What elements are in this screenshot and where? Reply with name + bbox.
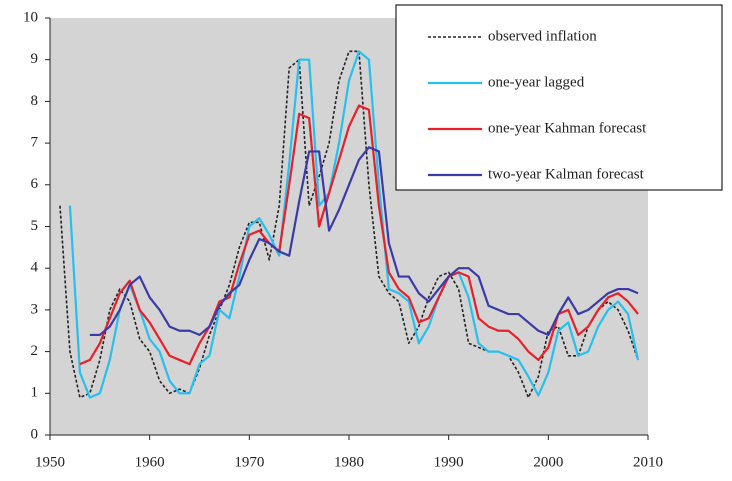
legend-label: two-year Kalman forecast — [488, 166, 645, 182]
y-tick-label: 9 — [31, 51, 39, 67]
legend-label: observed inflation — [488, 28, 597, 44]
y-tick-label: 2 — [31, 343, 39, 359]
series-line — [79, 104, 639, 366]
legend-box — [395, 4, 723, 191]
x-tick-label: 1960 — [135, 454, 165, 470]
x-tick-label: 2000 — [533, 454, 563, 470]
y-tick-label: 0 — [31, 426, 39, 442]
x-tick-label: 1990 — [434, 454, 464, 470]
x-tick-label: 2010 — [633, 454, 663, 470]
y-tick-label: 5 — [31, 218, 39, 234]
legend-label: one-year lagged — [488, 74, 585, 90]
series-line — [89, 146, 639, 337]
y-tick-label: 4 — [31, 260, 39, 276]
series-line — [68, 50, 640, 399]
series-line — [59, 50, 639, 399]
y-tick-label: 1 — [31, 385, 39, 401]
y-tick-label: 8 — [31, 93, 39, 109]
y-tick-label: 3 — [31, 301, 39, 317]
x-tick-label: 1970 — [234, 454, 264, 470]
x-tick-label: 1950 — [35, 454, 65, 470]
y-tick-label: 6 — [31, 176, 39, 192]
y-tick-label: 7 — [31, 135, 39, 151]
legend-label: one-year Kahman forecast — [488, 120, 647, 136]
x-tick-label: 1980 — [334, 454, 364, 470]
y-tick-label: 10 — [23, 9, 38, 25]
